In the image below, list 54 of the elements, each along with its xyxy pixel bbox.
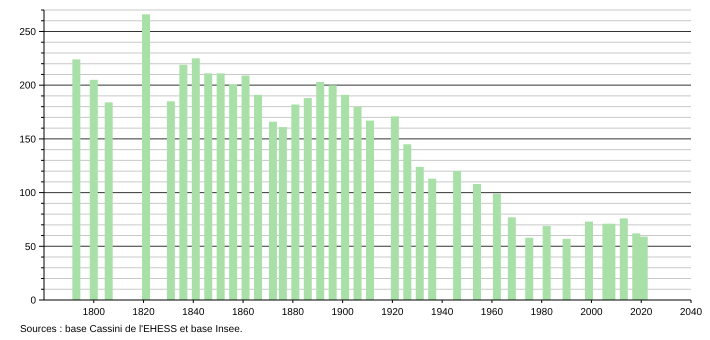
bar — [104, 102, 113, 300]
x-tick-label: 1820 — [132, 307, 156, 318]
bar — [492, 194, 501, 300]
x-tick-label: 1900 — [331, 307, 354, 318]
bar — [229, 84, 238, 300]
x-tick-label: 2020 — [630, 307, 653, 318]
bar — [179, 64, 188, 300]
bar — [453, 171, 462, 300]
x-tick-label: 2000 — [580, 307, 604, 318]
x-tick-label: 1840 — [182, 307, 205, 318]
x-tick-label: 1940 — [431, 307, 454, 318]
bar — [508, 217, 516, 300]
x-tick-label: 2040 — [680, 307, 703, 318]
bar — [316, 82, 324, 300]
bar — [242, 76, 250, 300]
bar — [254, 94, 262, 300]
x-tick-label: 1860 — [232, 307, 255, 318]
bar — [204, 73, 212, 300]
bar — [341, 94, 350, 300]
bar — [328, 85, 337, 300]
y-tick-label: 0 — [30, 296, 36, 306]
bar — [403, 144, 412, 300]
bar — [268, 122, 277, 300]
bar — [366, 120, 374, 300]
y-tick-label: 50 — [24, 242, 36, 253]
bar — [390, 116, 399, 300]
bar — [525, 238, 534, 300]
x-tick-label: 1920 — [381, 307, 404, 318]
y-tick-label: 150 — [19, 134, 36, 146]
bar — [216, 73, 225, 300]
bar — [142, 14, 150, 300]
x-tick-label: 1960 — [480, 307, 504, 318]
bar — [542, 226, 551, 300]
bar — [166, 101, 175, 300]
bar — [562, 238, 571, 300]
bar — [291, 104, 300, 300]
bar — [584, 222, 593, 300]
bar — [72, 59, 80, 300]
bar — [416, 166, 424, 300]
bar — [354, 106, 362, 300]
x-tick-label: 1800 — [82, 307, 106, 318]
x-tick-label: 1980 — [530, 307, 554, 318]
bar — [620, 218, 628, 300]
bar — [192, 58, 200, 300]
bar — [428, 178, 436, 300]
bar — [472, 184, 481, 300]
y-tick-label: 200 — [19, 80, 36, 92]
source-note: Sources : base Cassini de l'EHESS et base Insee. — [20, 324, 243, 335]
bar — [278, 127, 287, 300]
bar — [90, 80, 98, 300]
y-tick-label: 100 — [19, 188, 36, 200]
y-tick-label: 250 — [19, 26, 36, 38]
bar — [304, 98, 312, 300]
x-tick-label: 1880 — [282, 307, 304, 318]
